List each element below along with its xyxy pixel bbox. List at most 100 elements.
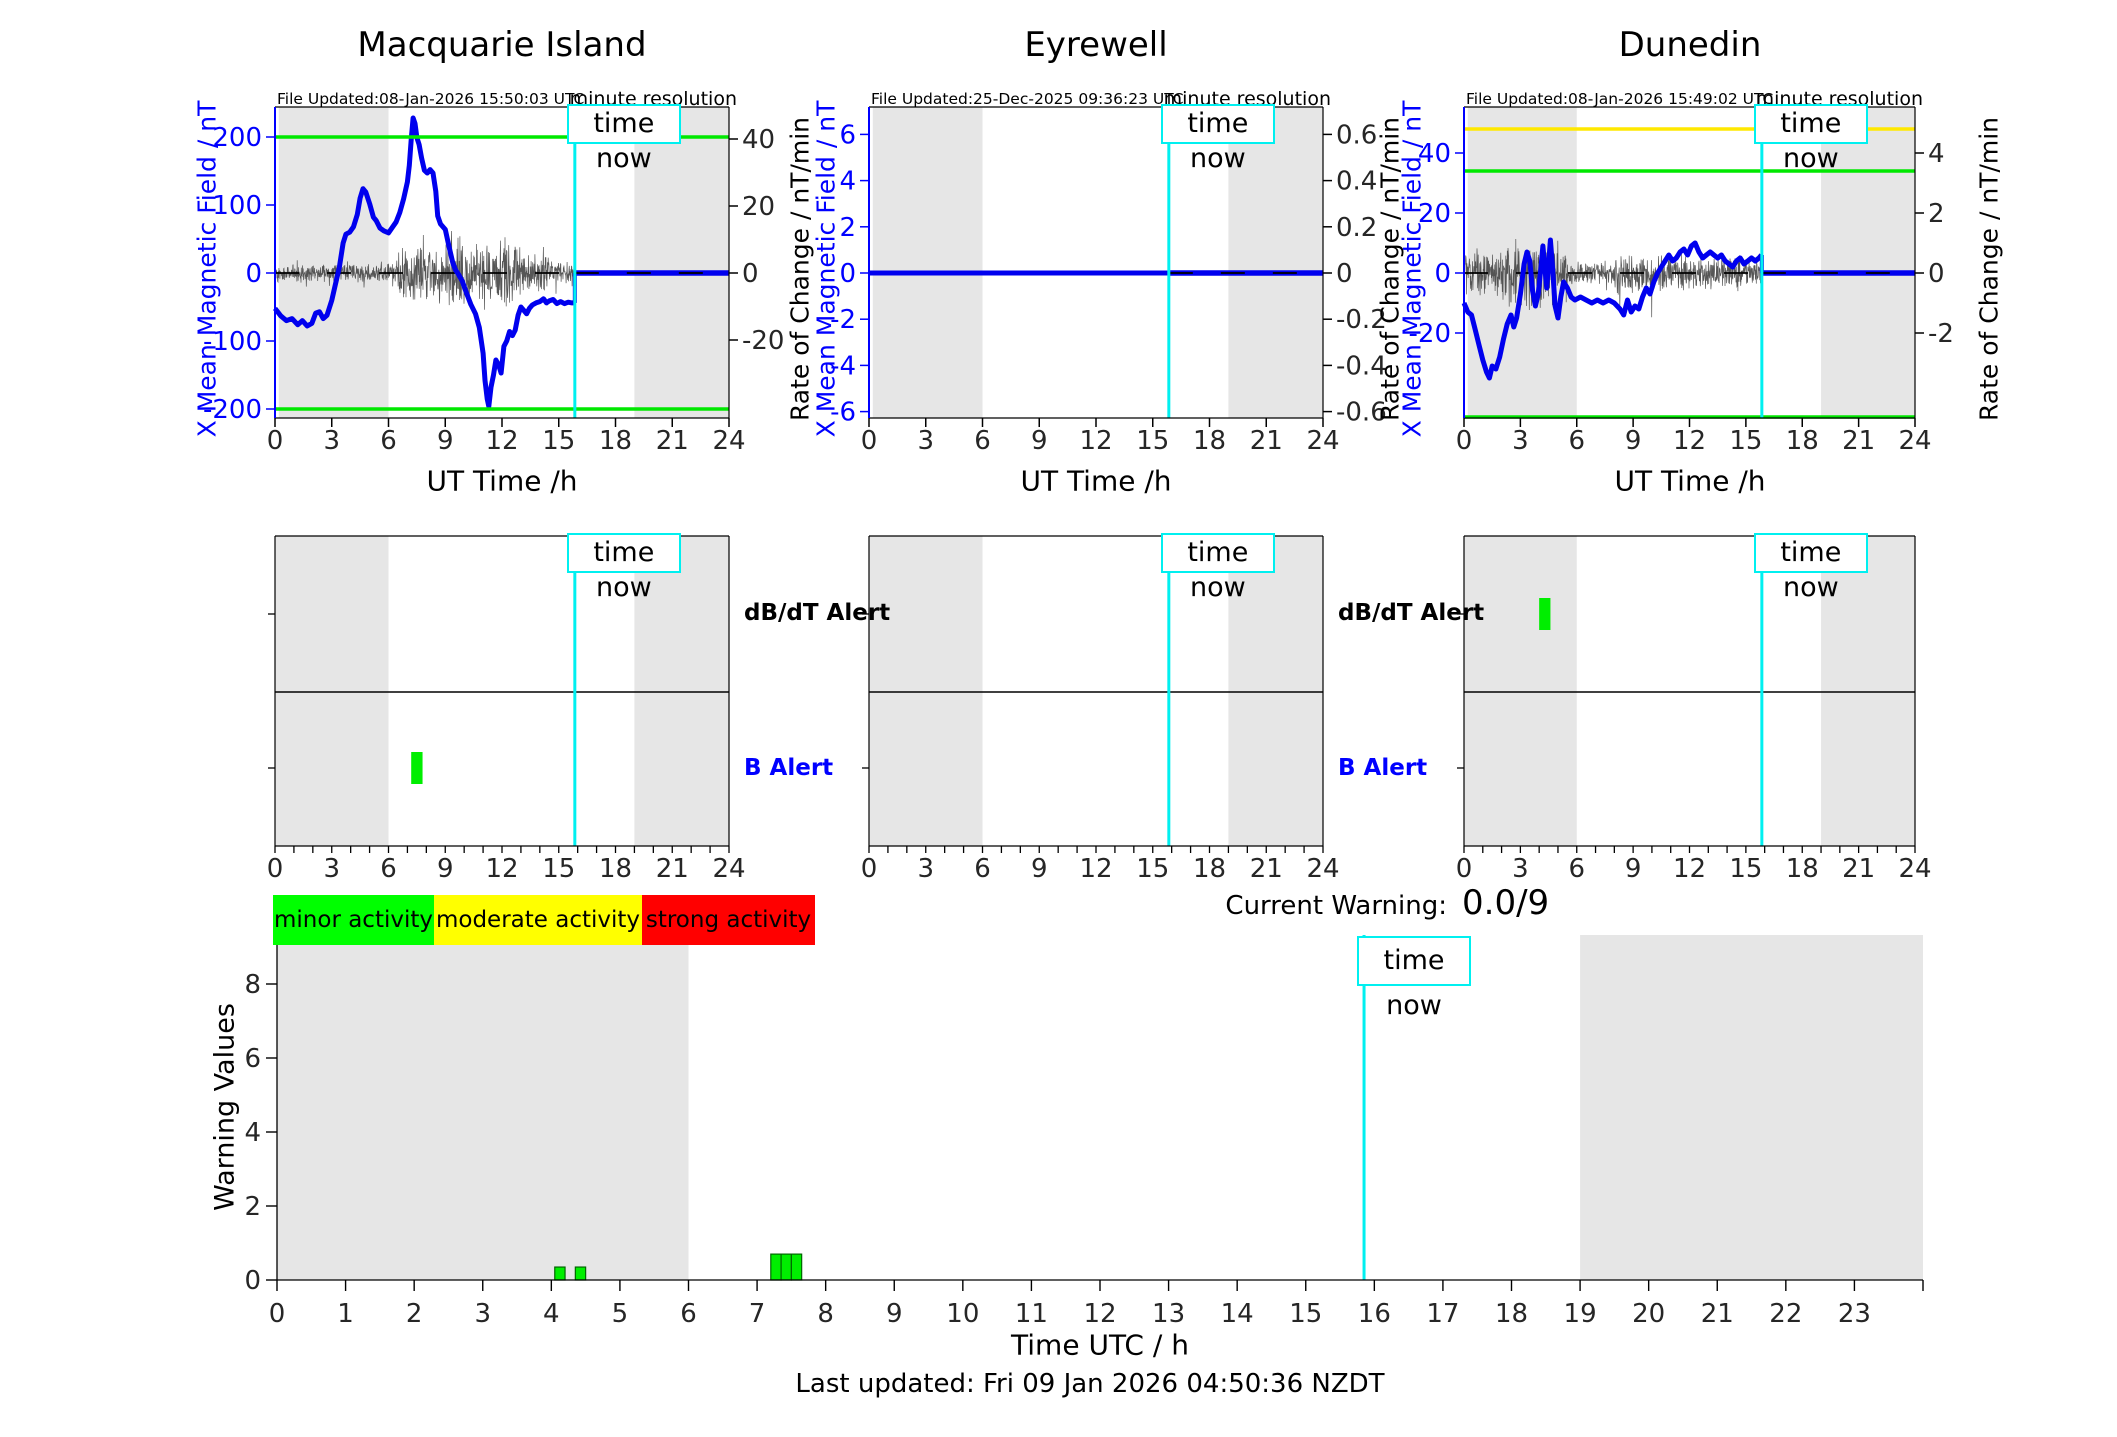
station-plot-2: 0 3 6 9 12 15 18 21 24 6 4 2 0 -2 -4 -6 0.6 0.4 0.2 0 -0.2 -0… bbox=[830, 106, 1387, 456]
station-title-dunedin: Dunedin bbox=[1618, 25, 1762, 65]
x-tick-label: 15 bbox=[1289, 1299, 1322, 1329]
y-tick-label-left: 0 bbox=[839, 259, 856, 289]
x-tick-label: 15 bbox=[1136, 854, 1169, 884]
field-curve bbox=[1461, 237, 1764, 381]
x-tick-label: 0 bbox=[861, 426, 878, 456]
y-tick-label-right: -20 bbox=[742, 326, 784, 356]
y-tick-label-left: -6 bbox=[830, 398, 856, 428]
y-tick-label: 4 bbox=[244, 1118, 261, 1148]
y-tick-label-right: 2 bbox=[1928, 199, 1945, 229]
y-tick-label-right: 0 bbox=[742, 259, 759, 289]
y-tick-label-right: 4 bbox=[1928, 139, 1945, 169]
y-tick-label-left: 6 bbox=[839, 120, 856, 150]
x-tick-label: 21 bbox=[656, 854, 689, 884]
x-tick-label: 3 bbox=[1512, 854, 1529, 884]
night-band bbox=[1821, 107, 1915, 418]
x-tick-label: 15 bbox=[1729, 854, 1762, 884]
y-tick-label-left: -100 bbox=[203, 327, 262, 357]
y-tick-label-right: 0.4 bbox=[1336, 167, 1377, 197]
x-tick-label: 8 bbox=[817, 1299, 834, 1329]
warning-values-chart: 0 1 2 3 4 5 6 7 8 9 10 11 12 13 14 15 16 17 18 19 20 21 22 2302… bbox=[244, 935, 1924, 1329]
y-tick-label-left: 20 bbox=[1418, 199, 1451, 229]
time-now-box-macquarie: time now bbox=[566, 104, 681, 174]
x-tick-label: 9 bbox=[437, 854, 454, 884]
warning-ylabel: Warning Values bbox=[209, 1003, 241, 1211]
y-tick-label-left: -200 bbox=[203, 395, 262, 425]
night-band bbox=[869, 536, 983, 846]
x-tick-label: 1 bbox=[337, 1299, 354, 1329]
x-tick-label: 3 bbox=[917, 854, 934, 884]
y-tick-label: 0 bbox=[244, 1266, 261, 1296]
night-band bbox=[278, 107, 389, 418]
y-tick-label-left: -2 bbox=[830, 305, 856, 335]
file-updated-macquarie: File Updated:08-Jan-2026 15:50:03 UTC bbox=[277, 90, 585, 108]
y-tick-label-left: 4 bbox=[839, 167, 856, 197]
x-tick-label: 0 bbox=[1456, 854, 1473, 884]
ylabel-right-dunedin: Rate of Change / nT/min bbox=[1974, 116, 2004, 422]
y-tick-label-right: -0.2 bbox=[1336, 305, 1387, 335]
x-tick-label: 3 bbox=[917, 426, 934, 456]
warning-bar bbox=[554, 1266, 566, 1281]
xlabel-macquarie: UT Time /h bbox=[426, 464, 578, 498]
x-tick-label: 12 bbox=[1083, 1299, 1116, 1329]
y-tick-label: 2 bbox=[244, 1192, 261, 1222]
y-tick-label-right: 20 bbox=[742, 192, 775, 222]
x-tick-label: 9 bbox=[1625, 854, 1642, 884]
page-title: Macquarie Island bbox=[357, 25, 647, 65]
x-tick-label: 20 bbox=[1632, 1299, 1665, 1329]
x-tick-label: 9 bbox=[886, 1299, 903, 1329]
ylabel-left-macquarie: X Mean Magnetic Field / nT bbox=[192, 100, 222, 438]
x-tick-label: 15 bbox=[542, 426, 575, 456]
x-tick-label: 21 bbox=[1842, 426, 1875, 456]
x-tick-label: 13 bbox=[1152, 1299, 1185, 1329]
x-tick-label: 0 bbox=[861, 854, 878, 884]
x-tick-label: 9 bbox=[1031, 426, 1048, 456]
x-tick-label: 9 bbox=[437, 426, 454, 456]
y-tick-label-right: 0.2 bbox=[1336, 213, 1377, 243]
x-tick-label: 12 bbox=[1079, 854, 1112, 884]
xlabel-dunedin: UT Time /h bbox=[1614, 464, 1766, 498]
y-tick-label-left: 0 bbox=[1434, 259, 1451, 289]
x-tick-label: 18 bbox=[599, 854, 632, 884]
alert-panel-3: 0 3 6 9 12 15 18 21 24 bbox=[1456, 535, 1932, 884]
x-tick-label: 12 bbox=[1079, 426, 1112, 456]
x-tick-label: 18 bbox=[599, 426, 632, 456]
y-tick-label-left: 2 bbox=[839, 213, 856, 243]
x-tick-label: 12 bbox=[485, 426, 518, 456]
file-updated-eyrewell: File Updated:25-Dec-2025 09:36:23 UTC bbox=[871, 90, 1184, 108]
y-tick-label-left: 0 bbox=[245, 259, 262, 289]
x-tick-label: 19 bbox=[1564, 1299, 1597, 1329]
x-tick-label: 6 bbox=[1568, 854, 1585, 884]
xlabel-eyrewell: UT Time /h bbox=[1020, 464, 1172, 498]
current-warning-value: 0.0/9 bbox=[1462, 883, 1550, 923]
legend-minor-activity: minor activity bbox=[273, 895, 434, 945]
x-tick-label: 21 bbox=[1250, 854, 1283, 884]
legend-moderate-activity: moderate activity bbox=[434, 895, 642, 945]
dbdt-alert-label-macquarie: dB/dT Alert bbox=[744, 600, 891, 626]
x-tick-label: 3 bbox=[323, 854, 340, 884]
x-tick-label: 24 bbox=[1898, 854, 1931, 884]
alert-panel-1: 0 3 6 9 12 15 18 21 24 bbox=[267, 535, 746, 884]
x-tick-label: 9 bbox=[1031, 854, 1048, 884]
y-tick-label-left: -20 bbox=[1409, 319, 1451, 349]
x-tick-label: 16 bbox=[1358, 1299, 1391, 1329]
night-band bbox=[275, 536, 389, 846]
y-tick-label: 6 bbox=[244, 1044, 261, 1074]
current-warning-label: Current Warning: bbox=[1225, 891, 1447, 921]
x-tick-label: 5 bbox=[612, 1299, 629, 1329]
x-tick-label: 24 bbox=[712, 854, 745, 884]
y-tick-label-right: -0.4 bbox=[1336, 351, 1387, 381]
legend-strong-activity: strong activity bbox=[642, 895, 815, 945]
x-tick-label: 6 bbox=[680, 1299, 697, 1329]
x-tick-label: 18 bbox=[1193, 426, 1226, 456]
footer-text: Last updated: Fri 09 Jan 2026 04:50:36 N… bbox=[795, 1369, 1385, 1399]
night-band bbox=[1228, 536, 1323, 846]
x-tick-label: 11 bbox=[1015, 1299, 1048, 1329]
x-tick-label: 21 bbox=[1842, 854, 1875, 884]
x-tick-label: 7 bbox=[749, 1299, 766, 1329]
night-band bbox=[1228, 107, 1323, 418]
x-tick-label: 4 bbox=[543, 1299, 560, 1329]
